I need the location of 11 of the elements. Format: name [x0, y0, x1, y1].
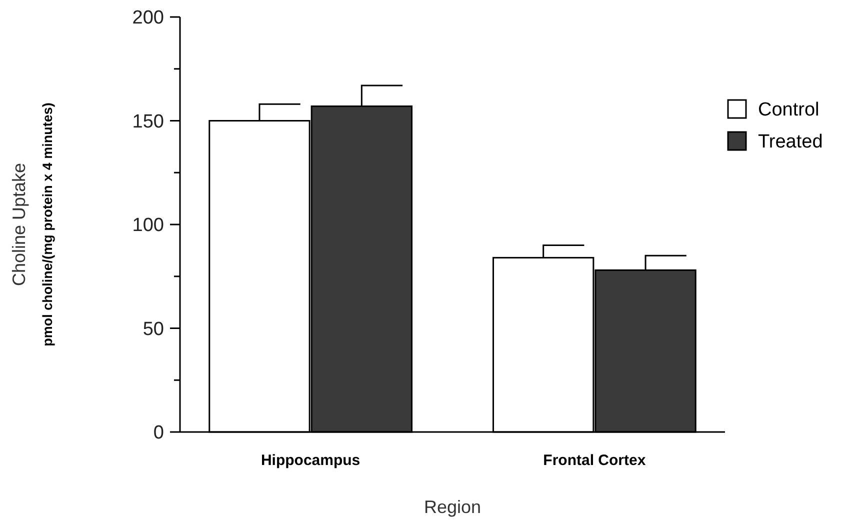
y-tick-label: 0 [153, 422, 164, 444]
y-tick-label: 100 [132, 215, 164, 236]
y-tick-label: 200 [132, 8, 164, 29]
x-axis-title: Region [424, 497, 482, 517]
y-tick-label: 50 [142, 318, 164, 340]
y-tick-label: 150 [132, 111, 164, 132]
y-axis-title: Choline Uptake pmol choline/(mg protein x 4 minutes) [9, 102, 55, 346]
x-tick-label: Frontal Cortex [543, 452, 646, 469]
legend-label: Control [758, 100, 820, 121]
legend-label: Treated [758, 132, 823, 153]
x-tick-label: Hippocampus [260, 452, 360, 469]
